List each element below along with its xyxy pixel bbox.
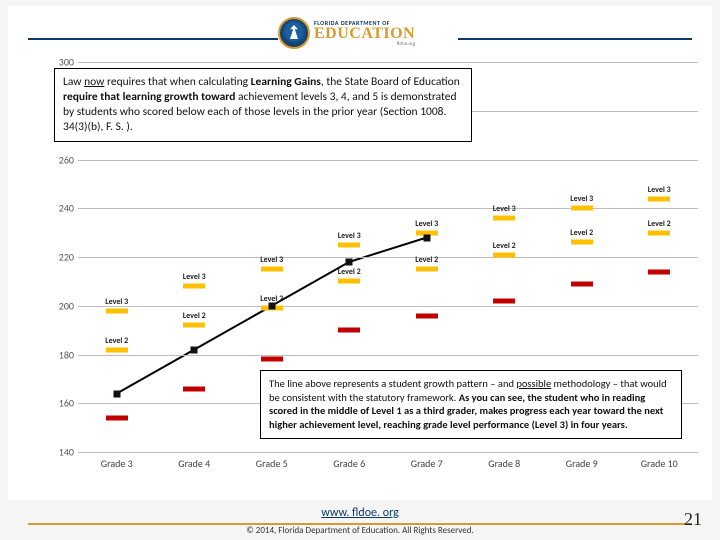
content-area: FLORIDA DEPARTMENT OF EDUCATION fldoe.or… xyxy=(8,6,712,500)
level-label: Level 2 xyxy=(338,267,361,277)
x-tick-label: Grade 5 xyxy=(237,457,307,470)
growth-point xyxy=(346,258,353,265)
callout-law-now: now xyxy=(84,75,104,89)
level-label: Level 2 xyxy=(183,311,206,321)
level-marker xyxy=(571,240,593,245)
y-tick-label: 220 xyxy=(38,251,74,264)
callout-law-pre: Law xyxy=(63,75,84,89)
level-marker xyxy=(183,323,205,328)
level-marker xyxy=(571,206,593,211)
y-tick-label: 160 xyxy=(38,397,74,410)
level-marker xyxy=(106,415,128,420)
callout-law: Law now requires that when calculating L… xyxy=(54,68,472,142)
level-label: Level 2 xyxy=(570,228,593,238)
level-marker xyxy=(493,298,515,303)
growth-point xyxy=(423,234,430,241)
x-tick-label: Grade 3 xyxy=(82,457,152,470)
level-marker xyxy=(338,242,360,247)
x-tick-label: Grade 9 xyxy=(547,457,617,470)
growth-point xyxy=(268,302,275,309)
level-label: Level 3 xyxy=(493,204,516,214)
footer-site-link[interactable]: www. fldoe. org xyxy=(321,506,399,520)
callout-growth-pre: The line above represents a student grow… xyxy=(269,377,516,390)
y-tick-label: 180 xyxy=(38,348,74,361)
gridline xyxy=(78,355,698,356)
growth-point xyxy=(113,390,120,397)
x-tick-label: Grade 8 xyxy=(469,457,539,470)
growth-point xyxy=(191,346,198,353)
level-marker xyxy=(183,284,205,289)
x-tick-label: Grade 4 xyxy=(159,457,229,470)
footer: www. fldoe. org © 2014, Florida Departme… xyxy=(8,502,712,536)
level-marker xyxy=(648,196,670,201)
level-marker xyxy=(416,267,438,272)
slide: FLORIDA DEPARTMENT OF EDUCATION fldoe.or… xyxy=(0,0,720,540)
level-label: Level 3 xyxy=(183,272,206,282)
level-label: Level 3 xyxy=(415,219,438,229)
x-tick-label: Grade 10 xyxy=(624,457,694,470)
logo-badge-icon xyxy=(278,17,310,49)
level-marker xyxy=(648,269,670,274)
page-number: 21 xyxy=(684,509,702,530)
level-label: Level 2 xyxy=(493,241,516,251)
level-label: Level 3 xyxy=(105,297,128,307)
level-label: Level 3 xyxy=(260,255,283,265)
level-marker xyxy=(261,267,283,272)
logo-edu: EDUCATION xyxy=(314,26,415,42)
gridline xyxy=(78,208,698,209)
level-label: Level 3 xyxy=(648,185,671,195)
callout-law-mid2: , the State Board of Education xyxy=(321,75,460,89)
level-marker xyxy=(571,281,593,286)
fldoe-logo: FLORIDA DEPARTMENT OF EDUCATION fldoe.or… xyxy=(278,10,458,56)
logo-site: fldoe.org xyxy=(314,42,415,47)
y-tick-label: 140 xyxy=(38,446,74,459)
gridline xyxy=(78,452,698,453)
footer-copyright: © 2014, Florida Department of Education.… xyxy=(8,525,712,536)
level-label: Level 2 xyxy=(105,336,128,346)
callout-law-lg: Learning Gains xyxy=(251,75,321,89)
gridline xyxy=(78,62,698,63)
level-marker xyxy=(338,328,360,333)
callout-law-req: require that learning growth toward xyxy=(63,90,235,104)
level-label: Level 2 xyxy=(648,219,671,229)
callout-law-mid1: requires that when calculating xyxy=(104,75,250,89)
y-tick-label: 200 xyxy=(38,299,74,312)
level-marker xyxy=(106,308,128,313)
y-tick-label: 240 xyxy=(38,202,74,215)
y-tick-label: 300 xyxy=(38,56,74,69)
y-tick-label: 260 xyxy=(38,153,74,166)
level-marker xyxy=(416,313,438,318)
gridline xyxy=(78,257,698,258)
x-tick-label: Grade 7 xyxy=(392,457,462,470)
callout-growth: The line above represents a student grow… xyxy=(260,370,682,439)
x-tick-label: Grade 6 xyxy=(314,457,384,470)
gridline xyxy=(78,160,698,161)
level-marker xyxy=(648,230,670,235)
level-label: Level 2 xyxy=(415,255,438,265)
level-marker xyxy=(261,357,283,362)
gridline xyxy=(78,306,698,307)
level-marker xyxy=(183,386,205,391)
level-label: Level 3 xyxy=(338,231,361,241)
level-marker xyxy=(493,216,515,221)
level-marker xyxy=(493,252,515,257)
level-marker xyxy=(106,347,128,352)
callout-growth-possible: possible xyxy=(516,377,551,390)
level-label: Level 3 xyxy=(570,194,593,204)
level-marker xyxy=(338,279,360,284)
